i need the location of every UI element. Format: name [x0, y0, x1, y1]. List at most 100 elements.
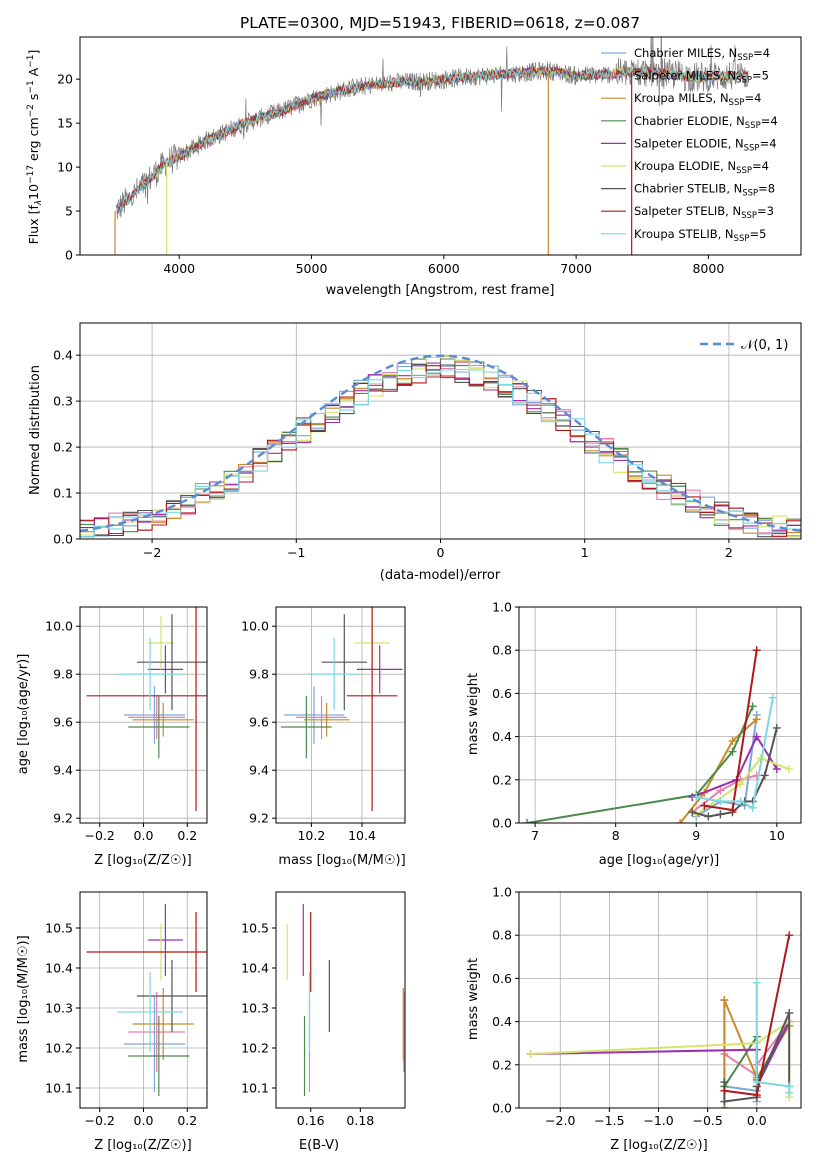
- y-tick-label: 9.8: [249, 667, 269, 682]
- series-line: [691, 734, 778, 799]
- mass-z-xlabel: Z [log₁₀(Z/Z☉)]: [94, 1138, 191, 1153]
- series-marker: [523, 819, 532, 823]
- hist-xlabel: (data-model)/error: [380, 568, 501, 583]
- axes-frame: [518, 606, 802, 824]
- legend-label: Chabrier STELIB, NSSP=8: [634, 182, 775, 199]
- line-plot-area: [523, 646, 793, 823]
- y-tick-label: 9.2: [249, 811, 269, 826]
- spectrum-plot-area: [114, 37, 749, 255]
- age-mass-xlabel: mass [log₁₀(M/M☉)]: [278, 853, 405, 868]
- y-tick-label: 10.5: [241, 921, 269, 936]
- spectrum-chart: 4000 5000 6000 7000 8000 0 5 10 15 20 Chabrier MIL…: [57, 36, 802, 276]
- y-tick-label: 9.6: [53, 715, 73, 730]
- x-tick-label: 0.2: [177, 828, 197, 843]
- y-tick-label: 0.6: [492, 971, 512, 986]
- y-tick-label: 9.2: [53, 811, 73, 826]
- age-vs-mass-chart: 10.2 10.4 9.2 9.4 9.6 9.8 10.0: [241, 606, 406, 843]
- legend-label: Kroupa MILES, NSSP=4: [634, 91, 761, 108]
- y-tick-label: 10.1: [45, 1081, 73, 1096]
- mass-ebv-xlabel: E(B-V): [299, 1138, 339, 1153]
- series-marker: [748, 803, 757, 812]
- errorbar-plot-area: [86, 607, 207, 811]
- age-z-xlabel: Z [log₁₀(Z/Z☉)]: [94, 853, 191, 868]
- age-vs-z-chart: −0.2 0.0 0.2 9.2 9.4 9.6 9.8 10.0: [45, 606, 208, 843]
- x-tick-label: −1: [287, 545, 305, 560]
- y-tick-label: 0.0: [492, 1101, 512, 1116]
- series-marker: [720, 1078, 729, 1087]
- y-tick-label: 0.1: [53, 486, 73, 501]
- series-marker: [752, 732, 761, 741]
- series-marker: [676, 819, 685, 823]
- series-marker: [760, 771, 769, 780]
- y-tick-label: 10.5: [45, 921, 73, 936]
- errorbar-plot-area: [281, 607, 403, 811]
- legend-label: Salpeter ELODIE, NSSP=4: [634, 136, 777, 153]
- x-tick-label: 1: [581, 545, 589, 560]
- mw-z-xlabel: Z [log₁₀(Z/Z☉)]: [610, 1138, 707, 1153]
- y-tick-label: 0.0: [53, 532, 73, 547]
- y-tick-label: 0.8: [492, 643, 512, 658]
- x-tick-label: 7: [531, 828, 539, 843]
- series-marker: [752, 978, 761, 987]
- x-tick-label: 9: [692, 828, 700, 843]
- y-tick-label: 9.4: [249, 763, 269, 778]
- errorbar-plot-area: [286, 904, 405, 1096]
- x-tick-label: 0.2: [177, 1113, 197, 1128]
- hist-legend: 𝒩(0, 1): [700, 338, 788, 353]
- series-marker: [772, 723, 781, 732]
- errorbar-plot-area: [86, 904, 207, 1096]
- x-tick-label: 0.18: [346, 1113, 374, 1128]
- x-tick-label: 7000: [560, 261, 592, 276]
- series-marker: [785, 1088, 794, 1097]
- series-marker: [752, 715, 761, 724]
- age-z-ylabel: age [log₁₀(age/yr)]: [16, 654, 31, 775]
- mass-vs-z-chart: −0.2 0.0 0.2 10.1 10.2 10.3 10.4 10.5: [45, 891, 208, 1128]
- x-tick-label: 10: [769, 828, 785, 843]
- series-marker: [720, 1086, 729, 1095]
- series-marker: [752, 1091, 761, 1100]
- mw-z-ylabel: mass weight: [466, 958, 481, 1040]
- series-line: [526, 705, 754, 823]
- series-marker: [688, 808, 697, 817]
- mw-age-ylabel: mass weight: [466, 673, 481, 755]
- x-tick-label: 0.0: [747, 1113, 767, 1128]
- residual-histogram-chart: −2 −1 0 1 2 0.0 0.1 0.2 0.3 0.4 𝒩(0, 1): [53, 322, 802, 560]
- y-tick-label: 0.6: [492, 686, 512, 701]
- series-marker: [748, 702, 757, 711]
- series-marker: [736, 797, 745, 806]
- axes-frame: [79, 606, 208, 824]
- axes-frame: [79, 322, 802, 540]
- spectrum-legend: Chabrier MILES, NSSP=4 Salpeter MILES, NS…: [601, 46, 778, 244]
- spectrum-xlabel: wavelength [Angstrom, rest frame]: [326, 283, 555, 298]
- x-tick-label: 6000: [428, 261, 460, 276]
- series-line: [695, 757, 790, 816]
- x-tick-label: 0.16: [297, 1113, 325, 1128]
- series-marker: [752, 1078, 761, 1087]
- series-marker: [716, 786, 725, 795]
- series-marker: [700, 801, 709, 810]
- series-marker: [704, 812, 713, 821]
- mass-vs-ebv-chart: 0.16 0.18 10.1 10.2 10.3 10.4 10.5: [241, 891, 406, 1128]
- y-tick-label: 0: [65, 248, 73, 263]
- figure-title: PLATE=0300, MJD=51943, FIBERID=0618, z=0…: [240, 14, 640, 32]
- x-tick-label: 8: [612, 828, 620, 843]
- y-tick-label: 10.3: [45, 1001, 73, 1016]
- x-tick-label: −1.0: [643, 1113, 673, 1128]
- y-tick-label: 1.0: [492, 885, 512, 900]
- y-tick-label: 20: [57, 72, 73, 87]
- x-tick-label: −0.2: [85, 1113, 115, 1128]
- legend-label: Salpeter STELIB, NSSP=3: [634, 204, 774, 221]
- series-marker: [720, 996, 729, 1004]
- y-tick-label: 10.4: [45, 961, 73, 976]
- legend-label: Chabrier MILES, NSSP=4: [634, 46, 770, 63]
- y-tick-label: 10.3: [241, 1001, 269, 1016]
- y-tick-label: 1.0: [492, 600, 512, 615]
- x-tick-label: −2: [143, 545, 161, 560]
- x-tick-label: −2.0: [545, 1113, 575, 1128]
- series-marker: [716, 810, 725, 819]
- x-tick-label: 10.4: [348, 828, 376, 843]
- axes-frame: [79, 36, 802, 256]
- y-tick-label: 0.0: [492, 816, 512, 831]
